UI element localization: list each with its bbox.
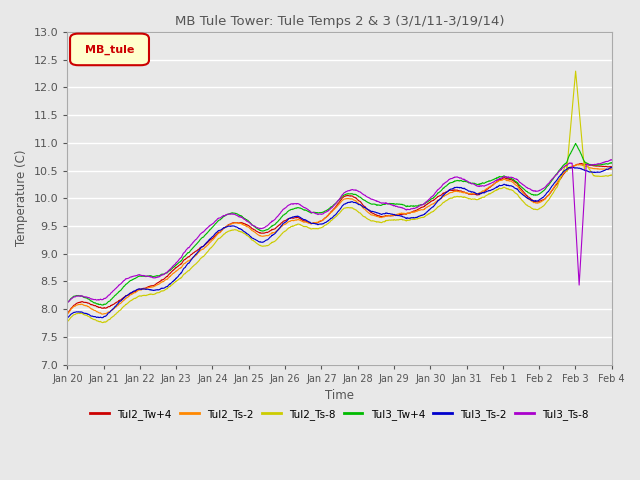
Tul2_Tw+4 xyxy=(63,311,71,316)
FancyBboxPatch shape xyxy=(70,34,149,65)
Tul2_Tw+4 xyxy=(393,212,401,218)
Tul3_Tw+4 xyxy=(533,192,541,198)
Tul3_Ts-2 xyxy=(636,165,640,171)
Title: MB Tule Tower: Tule Temps 2 & 3 (3/1/11-3/19/14): MB Tule Tower: Tule Temps 2 & 3 (3/1/11-… xyxy=(175,15,504,28)
Line: Tul3_Tw+4: Tul3_Tw+4 xyxy=(67,144,640,305)
Tul2_Ts-8 xyxy=(247,236,255,241)
Tul3_Tw+4 xyxy=(98,302,106,308)
Tul3_Ts-2 xyxy=(122,293,129,299)
Tul2_Tw+4 xyxy=(122,293,129,299)
Line: Tul2_Tw+4: Tul2_Tw+4 xyxy=(67,164,640,313)
Tul2_Ts-2 xyxy=(576,162,584,168)
Tul3_Ts-2 xyxy=(620,162,627,168)
Tul3_Tw+4 xyxy=(122,282,129,288)
Tul3_Ts-2 xyxy=(533,198,541,204)
Tul3_Ts-8 xyxy=(636,160,640,166)
Tul3_Tw+4 xyxy=(636,160,640,166)
Tul3_Tw+4 xyxy=(572,141,579,146)
Tul2_Ts-2 xyxy=(566,164,573,170)
Tul2_Ts-2 xyxy=(247,227,255,232)
Tul3_Ts-2 xyxy=(393,212,401,218)
Line: Tul3_Ts-2: Tul3_Ts-2 xyxy=(67,165,640,318)
Tul3_Tw+4 xyxy=(566,152,573,158)
Tul2_Ts-8 xyxy=(566,136,573,142)
Tul3_Tw+4 xyxy=(393,201,401,207)
Tul2_Tw+4 xyxy=(566,165,573,171)
Tul2_Ts-2 xyxy=(636,168,640,174)
Tul3_Ts-8 xyxy=(617,155,625,161)
Tul2_Ts-8 xyxy=(99,320,106,325)
Tul2_Tw+4 xyxy=(577,161,585,167)
Tul3_Ts-8 xyxy=(393,203,401,209)
Tul3_Ts-8 xyxy=(566,160,573,166)
Tul3_Ts-2 xyxy=(247,234,255,240)
Tul2_Ts-8 xyxy=(393,217,401,223)
Tul3_Tw+4 xyxy=(63,300,71,305)
Tul2_Tw+4 xyxy=(636,170,640,176)
Line: Tul2_Ts-8: Tul2_Ts-8 xyxy=(67,71,640,323)
Tul2_Ts-2 xyxy=(63,311,71,317)
Tul3_Ts-2 xyxy=(63,315,71,321)
Tul3_Ts-8 xyxy=(63,300,71,305)
Legend: Tul2_Tw+4, Tul2_Ts-2, Tul2_Ts-8, Tul3_Tw+4, Tul3_Ts-2, Tul3_Ts-8: Tul2_Tw+4, Tul2_Ts-2, Tul2_Ts-8, Tul3_Tw… xyxy=(86,405,593,424)
Tul2_Ts-8 xyxy=(122,301,129,307)
Tul2_Tw+4 xyxy=(532,199,540,205)
Tul2_Ts-2 xyxy=(122,296,129,301)
Tul3_Tw+4 xyxy=(247,220,255,226)
Tul2_Ts-8 xyxy=(636,171,640,177)
Tul2_Ts-2 xyxy=(100,311,108,317)
Tul3_Ts-8 xyxy=(122,276,129,282)
Tul3_Ts-8 xyxy=(532,189,540,194)
X-axis label: Time: Time xyxy=(325,389,354,402)
Line: Tul2_Ts-2: Tul2_Ts-2 xyxy=(67,165,640,314)
Tul2_Tw+4 xyxy=(247,225,255,230)
Tul2_Ts-2 xyxy=(533,200,541,206)
Y-axis label: Temperature (C): Temperature (C) xyxy=(15,150,28,247)
Text: MB_tule: MB_tule xyxy=(85,44,134,55)
Tul2_Ts-8 xyxy=(572,68,579,74)
Tul3_Ts-2 xyxy=(566,165,573,170)
Tul2_Ts-2 xyxy=(393,211,401,217)
Line: Tul3_Ts-8: Tul3_Ts-8 xyxy=(67,158,640,302)
Tul3_Ts-8 xyxy=(247,221,255,227)
Tul3_Ts-2 xyxy=(98,315,106,321)
Tul2_Ts-8 xyxy=(533,207,541,213)
Tul2_Ts-8 xyxy=(63,319,71,324)
